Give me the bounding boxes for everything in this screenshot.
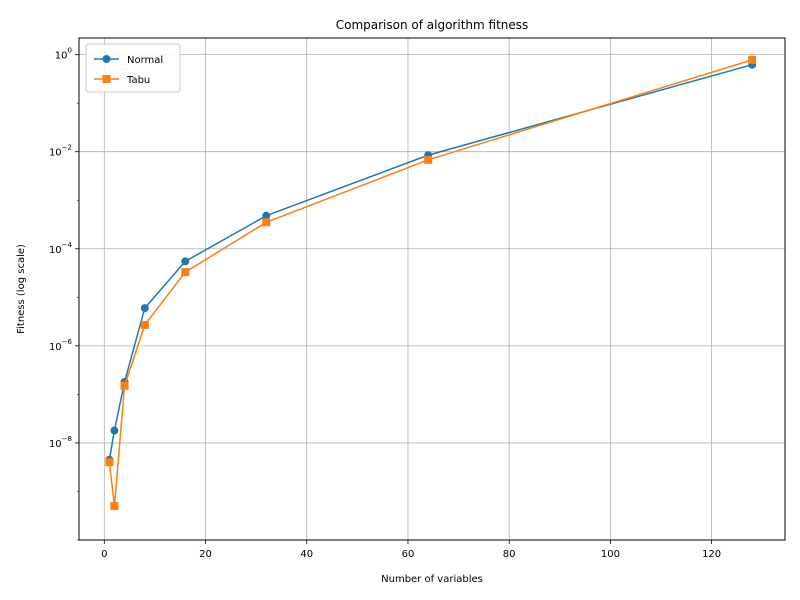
y-tick-label: 10−2 (49, 144, 72, 159)
data-point (181, 268, 190, 277)
y-axis-label: Fitness (log scale) (16, 244, 27, 334)
legend-label-normal: Normal (127, 55, 163, 66)
legend-marker (102, 75, 111, 83)
data-point (181, 257, 190, 266)
x-tick-label: 120 (702, 549, 721, 560)
data-point (140, 304, 149, 313)
plot-frame (78, 37, 786, 541)
x-tick-label: 20 (199, 549, 212, 560)
data-point (262, 218, 271, 227)
series-layer (105, 55, 757, 511)
x-tick-label: 60 (402, 549, 415, 560)
x-axis-label: Number of variables (381, 574, 483, 585)
ticks: 0 20 40 60 80 100 120 10−8 10−6 10−4 10−2 100 (49, 47, 721, 560)
legend-label-tabu: Tabu (126, 75, 150, 86)
x-tick-label: 80 (503, 549, 516, 560)
grid (79, 38, 785, 540)
data-point (748, 55, 757, 64)
data-point (140, 320, 149, 329)
y-tick-label: 10−8 (49, 435, 72, 450)
x-tick-label: 40 (300, 549, 313, 560)
data-point (262, 211, 271, 220)
chart-title: Comparison of algorithm fitness (336, 18, 529, 32)
series-line-normal (108, 63, 753, 460)
y-tick-label: 10−6 (49, 338, 73, 353)
y-tick-label: 10−4 (49, 241, 73, 256)
data-point (105, 458, 114, 467)
legend: Normal Tabu (85, 43, 181, 93)
data-point (120, 381, 129, 390)
series-line-tabu (108, 59, 753, 507)
data-point (110, 426, 119, 435)
x-tick-label: 100 (601, 549, 620, 560)
legend-marker (102, 55, 111, 63)
y-tick-label: 100 (55, 47, 72, 62)
x-tick-label: 0 (101, 549, 107, 560)
data-point (110, 502, 119, 511)
data-point (424, 155, 433, 164)
